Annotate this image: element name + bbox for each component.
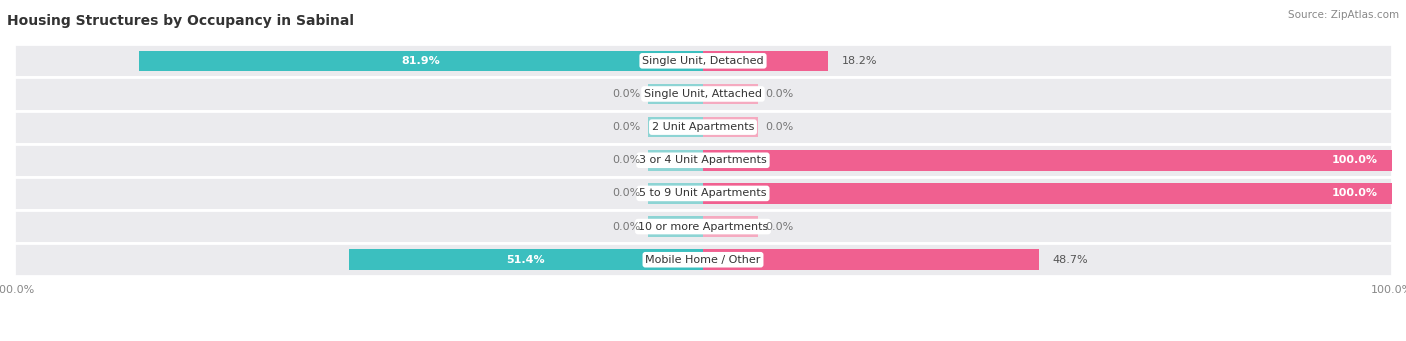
Text: 81.9%: 81.9% (402, 56, 440, 66)
Text: 18.2%: 18.2% (842, 56, 877, 66)
Text: 0.0%: 0.0% (613, 222, 641, 232)
Bar (703, 150, 1392, 170)
Bar (703, 216, 758, 237)
Bar (349, 250, 703, 270)
Bar (14, 177, 1392, 210)
Text: 100.0%: 100.0% (1331, 189, 1378, 198)
Text: 0.0%: 0.0% (765, 89, 793, 99)
Bar (703, 84, 758, 104)
Text: 0.0%: 0.0% (613, 189, 641, 198)
Text: 48.7%: 48.7% (1052, 255, 1088, 265)
Text: 100.0%: 100.0% (1331, 155, 1378, 165)
Text: 0.0%: 0.0% (765, 222, 793, 232)
Bar (648, 216, 703, 237)
Text: 2 Unit Apartments: 2 Unit Apartments (652, 122, 754, 132)
Text: 0.0%: 0.0% (613, 89, 641, 99)
Text: 0.0%: 0.0% (613, 122, 641, 132)
Text: Source: ZipAtlas.com: Source: ZipAtlas.com (1288, 10, 1399, 20)
Bar (14, 210, 1392, 243)
Bar (14, 144, 1392, 177)
Text: Single Unit, Attached: Single Unit, Attached (644, 89, 762, 99)
Text: Mobile Home / Other: Mobile Home / Other (645, 255, 761, 265)
Bar (648, 183, 703, 204)
Text: 3 or 4 Unit Apartments: 3 or 4 Unit Apartments (640, 155, 766, 165)
Bar (14, 77, 1392, 110)
Bar (703, 50, 828, 71)
Bar (139, 50, 703, 71)
Bar (703, 250, 1039, 270)
Bar (648, 84, 703, 104)
Bar (14, 243, 1392, 276)
Text: 0.0%: 0.0% (765, 122, 793, 132)
Text: Housing Structures by Occupancy in Sabinal: Housing Structures by Occupancy in Sabin… (7, 14, 354, 28)
Bar (14, 44, 1392, 77)
Text: 10 or more Apartments: 10 or more Apartments (638, 222, 768, 232)
Text: 0.0%: 0.0% (613, 155, 641, 165)
Bar (648, 150, 703, 170)
Text: Single Unit, Detached: Single Unit, Detached (643, 56, 763, 66)
Bar (14, 110, 1392, 144)
Text: 51.4%: 51.4% (506, 255, 546, 265)
Bar (703, 183, 1392, 204)
Text: 5 to 9 Unit Apartments: 5 to 9 Unit Apartments (640, 189, 766, 198)
Bar (648, 117, 703, 137)
Bar (703, 117, 758, 137)
